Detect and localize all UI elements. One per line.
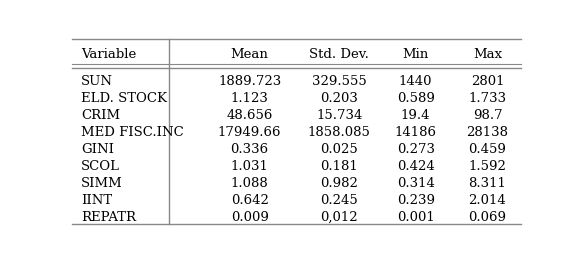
Text: 2.014: 2.014 (468, 194, 506, 207)
Text: 28138: 28138 (467, 126, 508, 139)
Text: Min: Min (402, 48, 429, 61)
Text: Variable: Variable (81, 48, 137, 61)
Text: SIMM: SIMM (81, 177, 123, 190)
Text: REPATR: REPATR (81, 211, 136, 224)
Text: 17949.66: 17949.66 (218, 126, 281, 139)
Text: 0.181: 0.181 (321, 160, 358, 173)
Text: 1889.723: 1889.723 (218, 75, 281, 88)
Text: 1.592: 1.592 (468, 160, 507, 173)
Text: 1440: 1440 (399, 75, 433, 88)
Text: 2801: 2801 (471, 75, 504, 88)
Text: 1858.085: 1858.085 (308, 126, 371, 139)
Text: 0.314: 0.314 (397, 177, 435, 190)
Text: MED FISC.INC: MED FISC.INC (81, 126, 184, 139)
Text: SUN: SUN (81, 75, 113, 88)
Text: 14186: 14186 (395, 126, 437, 139)
Text: 48.656: 48.656 (226, 109, 273, 122)
Text: SCOL: SCOL (81, 160, 120, 173)
Text: 0.982: 0.982 (320, 177, 358, 190)
Text: ELD. STOCK: ELD. STOCK (81, 92, 167, 105)
Text: Max: Max (473, 48, 502, 61)
Text: 329.555: 329.555 (312, 75, 367, 88)
Text: 0.273: 0.273 (397, 143, 435, 156)
Text: 0.069: 0.069 (468, 211, 507, 224)
Text: 0.001: 0.001 (397, 211, 434, 224)
Text: 0.245: 0.245 (321, 194, 358, 207)
Text: CRIM: CRIM (81, 109, 120, 122)
Text: GINI: GINI (81, 143, 114, 156)
Text: 0.642: 0.642 (230, 194, 269, 207)
Text: 1.123: 1.123 (230, 92, 269, 105)
Text: 0.025: 0.025 (321, 143, 358, 156)
Text: 0.009: 0.009 (230, 211, 269, 224)
Text: 1.088: 1.088 (231, 177, 269, 190)
Text: 8.311: 8.311 (468, 177, 507, 190)
Text: 0.424: 0.424 (397, 160, 434, 173)
Text: 1.031: 1.031 (230, 160, 269, 173)
Text: 0.203: 0.203 (320, 92, 358, 105)
Text: IINT: IINT (81, 194, 112, 207)
Text: 1.733: 1.733 (468, 92, 507, 105)
Text: 0.239: 0.239 (397, 194, 435, 207)
Text: Mean: Mean (230, 48, 269, 61)
Text: 0.336: 0.336 (230, 143, 269, 156)
Text: Std. Dev.: Std. Dev. (309, 48, 369, 61)
Text: 0.589: 0.589 (397, 92, 435, 105)
Text: 19.4: 19.4 (401, 109, 430, 122)
Text: 15.734: 15.734 (316, 109, 362, 122)
Text: 0.459: 0.459 (468, 143, 507, 156)
Text: 98.7: 98.7 (472, 109, 502, 122)
Text: 0,012: 0,012 (321, 211, 358, 224)
